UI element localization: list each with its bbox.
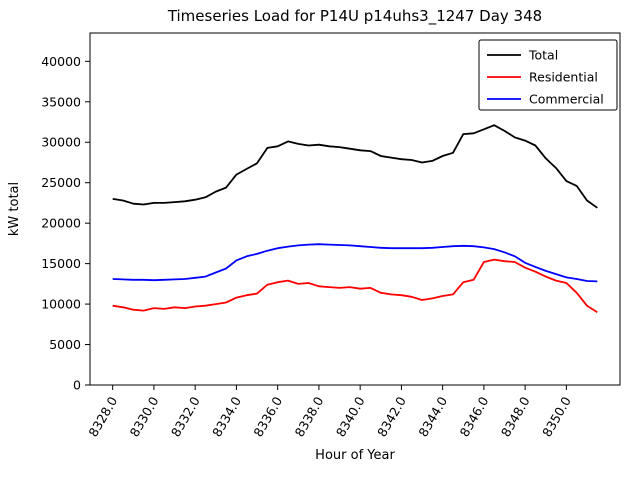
y-tick-label: 40000 xyxy=(41,54,81,69)
x-tick-label: 8342.0 xyxy=(374,394,409,439)
legend-box xyxy=(478,39,618,111)
series-lines xyxy=(112,124,598,313)
legend-entry-label-total: Total xyxy=(528,48,558,63)
x-axis-label: Hour of Year xyxy=(315,448,395,463)
x-tick-label: 8344.0 xyxy=(415,394,450,439)
x-tick-label: 8334.0 xyxy=(209,394,244,439)
x-tick-label: 8330.0 xyxy=(127,394,162,439)
series-line-total xyxy=(112,124,598,209)
x-tick-label: 8332.0 xyxy=(168,394,203,439)
x-tick-label: 8348.0 xyxy=(498,394,533,439)
series-line-residential xyxy=(112,258,598,313)
legend-entry-label-residential: Residential xyxy=(529,70,598,85)
y-tick-label: 5000 xyxy=(49,337,81,352)
x-tick-label: 8336.0 xyxy=(250,394,285,439)
x-tick-label: 8340.0 xyxy=(333,394,368,439)
x-tick-label: 8328.0 xyxy=(85,394,120,439)
chart-title: Timeseries Load for P14U p14uhs3_1247 Da… xyxy=(167,7,542,26)
y-tick-label: 15000 xyxy=(41,256,81,271)
series-line-commercial xyxy=(112,243,598,283)
y-tick-label: 35000 xyxy=(41,94,81,109)
plot-border xyxy=(89,32,621,386)
x-tick-label: 8350.0 xyxy=(539,394,574,439)
x-tick-label: 8346.0 xyxy=(457,394,492,439)
y-tick-label: 10000 xyxy=(41,297,81,312)
y-tick-label: 0 xyxy=(73,378,81,393)
legend: Total Residential Commercial xyxy=(478,39,618,111)
axis-ticks: 0 5000 10000 15000 20000 25000 30000 35000 40000… xyxy=(41,54,574,440)
y-tick-label: 30000 xyxy=(41,135,81,150)
y-axis-label: kW total xyxy=(7,182,22,236)
x-tick-label: 8338.0 xyxy=(292,394,327,439)
legend-entry-label-commercial: Commercial xyxy=(529,92,604,107)
y-tick-label: 20000 xyxy=(41,216,81,231)
y-tick-label: 25000 xyxy=(41,175,81,190)
